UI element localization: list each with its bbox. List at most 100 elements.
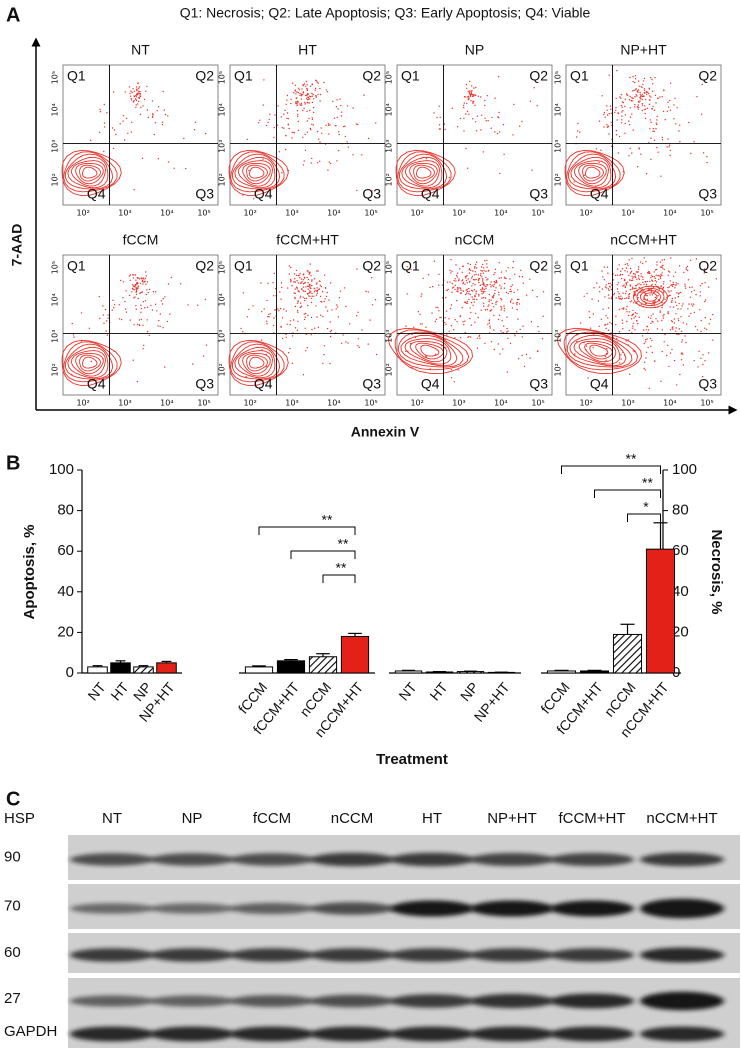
quadrant-label: Q3 [529,186,548,202]
event-dot [498,291,500,294]
event-dot [118,304,121,306]
contour [246,354,268,372]
event-dot [470,289,473,292]
event-dot [293,132,295,134]
event-dot [462,282,464,285]
event-dot [649,128,651,130]
blot-band [150,995,234,1007]
event-dot [319,295,322,298]
event-dot [652,105,654,108]
event-dot [137,297,139,300]
y-tick-label: 10⁵ [51,71,60,84]
event-dot [321,301,323,303]
event-dot [289,347,291,350]
blot-band [390,852,474,867]
event-dot [318,288,321,290]
event-dot [481,297,483,299]
event-dot [654,284,657,286]
event-dot [666,110,668,113]
event-dot [305,350,307,352]
event-dot [471,277,473,279]
event-dot [156,310,158,312]
event-dot [139,94,141,96]
y-tick-label: 10² [218,363,227,376]
event-dot [300,98,303,100]
event-dot [290,98,292,101]
event-dot [482,288,484,290]
event-dot [439,316,441,319]
event-dot [634,329,636,331]
event-dot [291,137,293,139]
event-dot [636,301,638,303]
bar [156,662,177,674]
event-dot [304,299,306,302]
event-dot [294,296,296,299]
event-dot [500,277,502,279]
event-dot [113,91,115,93]
event-dot [346,105,349,107]
x-tick-label: 10² [410,209,423,218]
event-dot [346,141,348,143]
y-tick-label: 10⁴ [554,293,563,306]
event-dot [166,320,168,323]
event-dot [454,288,456,291]
event-dot [302,283,305,285]
event-dot [187,304,189,306]
event-dot [367,291,369,293]
event-dot [620,358,622,360]
event-dot [307,304,309,307]
event-dot [296,91,298,93]
event-dot [635,320,638,322]
event-dot [273,126,275,129]
event-dot [302,109,304,112]
event-dot [629,116,632,118]
event-dot [484,117,486,120]
event-dot [641,109,643,112]
event-dot [140,307,143,310]
event-dot [490,299,492,301]
event-dot [490,286,492,288]
event-dot [314,87,317,90]
contour [75,162,104,185]
event-dot [278,310,280,312]
blot-band [70,903,154,914]
event-dot [325,295,328,298]
event-dot [650,137,652,139]
event-dot [463,323,465,326]
bar [133,666,154,674]
event-dot [450,368,453,371]
event-dot [628,259,630,261]
event-dot [531,169,533,171]
event-dot [680,353,682,355]
event-dot [487,120,489,122]
event-dot [248,169,250,172]
quadrant-label: Q1 [401,258,420,274]
x-tick-label: 10³ [452,399,465,408]
event-dot [357,345,359,347]
event-dot [433,112,435,114]
event-dot [308,117,310,120]
blot-band [150,903,234,914]
event-dot [609,285,611,288]
event-dot [493,280,495,283]
event-dot [111,127,114,129]
quadrant-label: Q3 [529,376,548,392]
event-dot [465,279,468,282]
x-tick-label: HT [426,679,451,704]
event-dot [650,317,652,320]
event-dot [73,336,75,338]
x-tick-label: 10⁴ [327,399,340,408]
event-dot [447,288,449,290]
event-dot [242,292,245,294]
event-dot [129,279,131,281]
event-dot [299,94,301,97]
event-dot [680,291,682,294]
event-dot [625,284,627,286]
event-dot [131,121,133,124]
event-dot [672,306,675,308]
blot-band [70,948,154,962]
event-dot [263,79,265,81]
event-dot [616,119,618,121]
event-dot [319,160,321,162]
event-dot [129,294,131,297]
